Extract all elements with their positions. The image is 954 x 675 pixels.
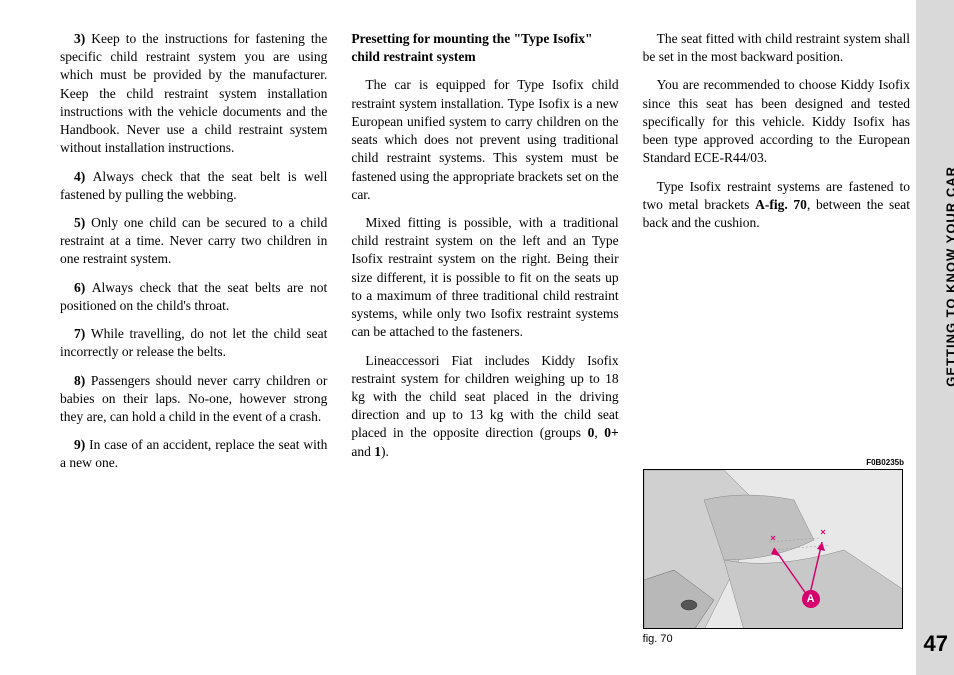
- para-9: 9) In case of an accident, replace the s…: [60, 436, 327, 472]
- figure-70: F0B0235b: [643, 458, 910, 645]
- figure-caption: fig. 70: [643, 633, 910, 645]
- page-content: 3) Keep to the instructions for fastenin…: [0, 0, 954, 675]
- figure-code: F0B0235b: [643, 458, 910, 467]
- para-4: 4) Always check that the seat belt is we…: [60, 168, 327, 204]
- col2-para-2: Mixed fitting is possible, with a tradit…: [351, 214, 618, 342]
- callout-badge-a: A: [802, 590, 820, 608]
- column-2: Presetting for mounting the "Type Isofix…: [351, 30, 618, 655]
- page-number: 47: [924, 631, 948, 657]
- para-5: 5) Only one child can be secured to a ch…: [60, 214, 327, 269]
- col2-para-3: Lineaccessori Fiat includes Kiddy Isofix…: [351, 352, 618, 461]
- col3-para-3: Type Isofix restraint systems are fasten…: [643, 178, 910, 233]
- section-sidebar: GETTING TO KNOW YOUR CAR 47: [916, 0, 954, 675]
- col2-para-1: The car is equipped for Type Isofix chil…: [351, 76, 618, 204]
- para-3: 3) Keep to the instructions for fastenin…: [60, 30, 327, 158]
- seat-diagram-svg: [644, 470, 903, 629]
- para-6: 6) Always check that the seat belts are …: [60, 279, 327, 315]
- para-8: 8) Passengers should never carry childre…: [60, 372, 327, 427]
- col3-para-2: You are recommended to choose Kiddy Isof…: [643, 76, 910, 167]
- section-heading: Presetting for mounting the "Type Isofix…: [351, 30, 618, 66]
- figure-image: A: [643, 469, 903, 629]
- col3-para-1: The seat fitted with child restraint sys…: [643, 30, 910, 66]
- section-label: GETTING TO KNOW YOUR CAR: [944, 166, 954, 387]
- column-1: 3) Keep to the instructions for fastenin…: [60, 30, 327, 655]
- para-7: 7) While travelling, do not let the chil…: [60, 325, 327, 361]
- column-3: The seat fitted with child restraint sys…: [643, 30, 910, 655]
